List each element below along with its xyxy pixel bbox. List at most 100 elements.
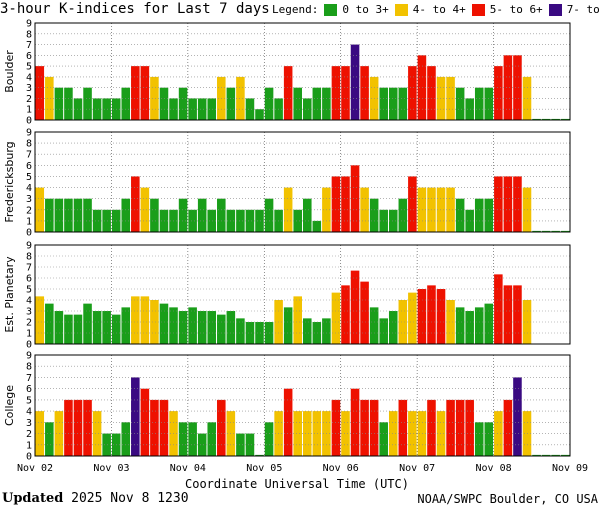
- k-bar: [331, 399, 341, 456]
- k-bar: [131, 176, 140, 232]
- k-bar: [150, 300, 159, 344]
- k-bar: [331, 66, 341, 120]
- k-bar: [398, 300, 408, 344]
- k-bar: [178, 422, 188, 456]
- k-bar: [484, 422, 494, 456]
- y-tick-label: 7: [26, 150, 32, 161]
- k-bar: [341, 176, 350, 232]
- k-bar: [73, 314, 83, 344]
- k-bar: [303, 318, 312, 344]
- k-bar: [474, 307, 484, 344]
- k-bar: [484, 87, 494, 120]
- legend-label: Legend:: [272, 3, 319, 16]
- k-bar: [197, 311, 207, 344]
- k-bar: [369, 399, 379, 456]
- k-bar: [551, 118, 560, 120]
- k-bar: [303, 411, 312, 456]
- y-tick-label: 3: [26, 307, 32, 318]
- k-bar: [427, 399, 436, 456]
- y-tick-label: 1: [26, 329, 32, 340]
- k-bar: [236, 433, 245, 456]
- k-bar: [64, 87, 73, 120]
- k-bar: [350, 44, 360, 121]
- k-bar: [92, 311, 102, 344]
- k-bar: [379, 318, 388, 344]
- k-bar: [513, 377, 522, 456]
- k-bar: [322, 318, 331, 344]
- k-bar: [283, 187, 293, 232]
- k-bar: [532, 118, 541, 120]
- updated-stamp: Updated 2025 Nov 8 1230: [2, 491, 189, 506]
- k-bar: [45, 303, 54, 344]
- k-index-chart: 0123456789Boulder0123456789Fredericksbur…: [3, 19, 588, 475]
- chart-title: 3-hour K-indices for Last 7 days: [0, 1, 270, 17]
- legend-swatch-active: [394, 3, 408, 16]
- panel-frame: [34, 354, 571, 457]
- k-bar: [264, 198, 274, 232]
- k-bar: [283, 307, 293, 344]
- k-bar: [92, 98, 102, 120]
- y-tick-label: 6: [26, 274, 32, 285]
- y-tick-label: 2: [26, 94, 32, 105]
- k-bar: [436, 289, 446, 344]
- station-label: Est. Planetary: [3, 256, 16, 333]
- legend-swatch-quiet: [324, 3, 338, 16]
- k-bar: [360, 281, 369, 344]
- y-tick-label: 9: [26, 19, 32, 30]
- k-bar: [417, 289, 427, 344]
- station-label: Boulder: [3, 50, 16, 93]
- y-tick-label: 1: [26, 440, 32, 451]
- k-bar: [408, 292, 417, 344]
- k-bar: [159, 399, 169, 456]
- k-bar: [398, 198, 408, 232]
- k-bar: [455, 399, 465, 456]
- k-bar: [541, 230, 551, 232]
- y-tick-label: 8: [26, 29, 32, 40]
- k-bar: [45, 422, 54, 456]
- k-bar: [369, 198, 379, 232]
- k-bar: [131, 296, 140, 344]
- y-tick-label: 0: [26, 452, 32, 463]
- k-bar: [446, 76, 455, 120]
- k-bar: [169, 307, 178, 344]
- y-tick-label: 4: [26, 296, 32, 307]
- k-bar: [341, 66, 350, 120]
- k-bar: [303, 98, 312, 120]
- k-bar: [64, 314, 73, 344]
- k-bar: [54, 411, 64, 456]
- y-tick-label: 0: [26, 228, 32, 239]
- panel-frame: [34, 131, 571, 233]
- k-bar: [150, 76, 159, 120]
- legend-text-severe: 7- to 9: [566, 3, 600, 16]
- k-bar: [408, 176, 417, 232]
- k-bar: [560, 454, 570, 456]
- y-tick-label: 4: [26, 407, 32, 418]
- updated-label: Updated: [2, 491, 64, 506]
- y-tick-label: 0: [26, 116, 32, 127]
- k-bar: [236, 318, 245, 344]
- legend-text-quiet: 0 to 3+: [342, 3, 389, 16]
- x-axis-label: Coordinate Universal Time (UTC): [185, 477, 409, 491]
- x-tick-label: Nov 08: [476, 463, 512, 474]
- legend-item-severe: 7- to 9: [548, 3, 600, 16]
- k-bar: [92, 411, 102, 456]
- k-bar: [455, 307, 465, 344]
- legend-item-storm: 5- to 6+: [471, 3, 543, 16]
- k-bar: [207, 209, 217, 232]
- k-bar: [494, 176, 503, 232]
- y-tick-label: 8: [26, 362, 32, 373]
- k-bar: [484, 198, 494, 232]
- k-bar: [45, 198, 54, 232]
- k-bar: [388, 87, 398, 120]
- x-tick-label: Nov 03: [93, 463, 129, 474]
- k-bar: [293, 209, 302, 232]
- k-bar: [264, 87, 274, 120]
- k-bar: [455, 87, 465, 120]
- k-bar: [64, 399, 73, 456]
- y-tick-label: 7: [26, 263, 32, 274]
- k-bar: [541, 118, 551, 120]
- k-bar: [102, 98, 111, 120]
- k-bar: [503, 55, 513, 120]
- k-bar: [312, 322, 322, 344]
- k-bar: [494, 411, 503, 456]
